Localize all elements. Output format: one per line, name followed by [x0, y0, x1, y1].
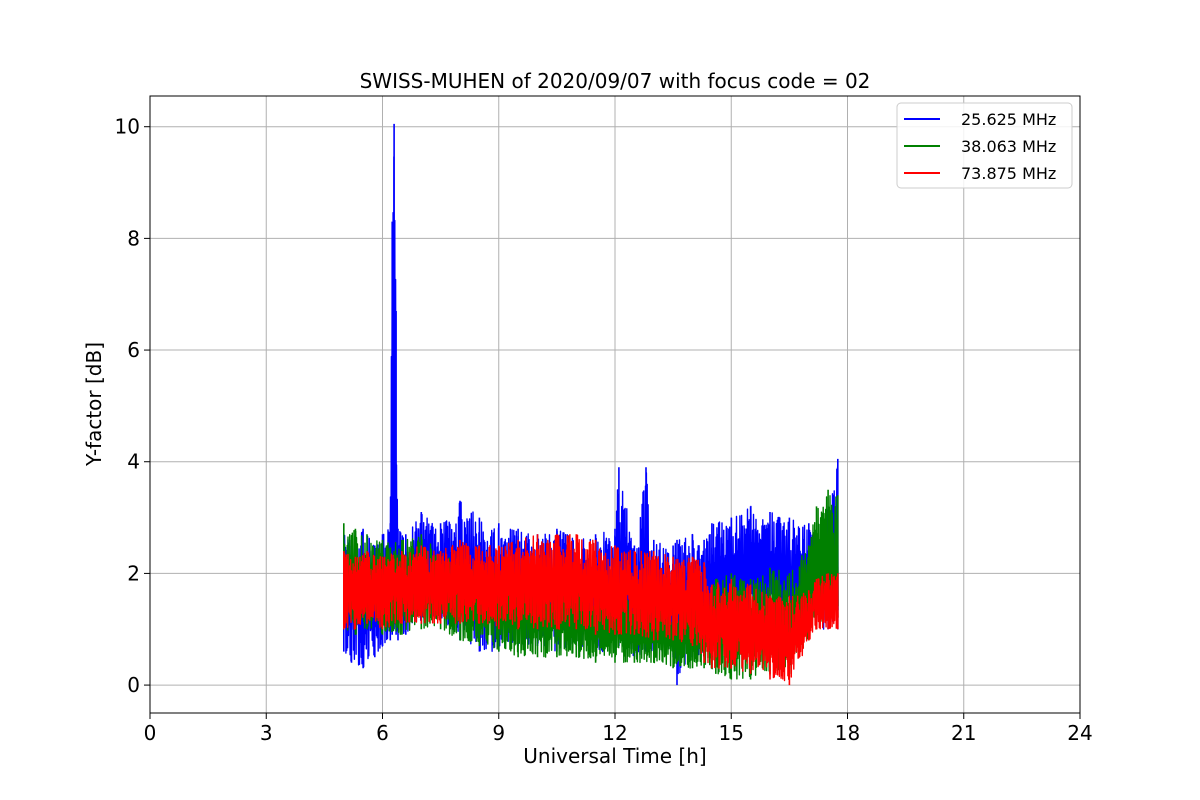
- y-tick-label: 10: [115, 115, 140, 139]
- y-tick-label: 6: [127, 338, 140, 362]
- x-tick-label: 21: [951, 721, 976, 745]
- x-tick-label: 15: [719, 721, 744, 745]
- chart-title: SWISS-MUHEN of 2020/09/07 with focus cod…: [360, 69, 871, 93]
- x-tick-label: 9: [492, 721, 505, 745]
- x-tick-label: 0: [144, 721, 157, 745]
- series-73-875-mhz-line: [343, 534, 839, 682]
- legend-label: 25.625 MHz: [961, 110, 1056, 129]
- series-layer: [343, 123, 839, 686]
- legend: 25.625 MHz 38.063 MHz 73.875 MHz: [896, 102, 1073, 189]
- x-tick-label: 18: [835, 721, 860, 745]
- y-tick-label: 8: [127, 226, 140, 250]
- y-axis-label: Y-factor [dB]: [82, 342, 106, 467]
- x-axis: 0 3 6 9 12 15 18 21 24: [144, 713, 1093, 745]
- y-tick-label: 4: [127, 450, 140, 474]
- series-73-875-mhz-envelope: [343, 534, 839, 686]
- y-axis: 0 2 4 6 8 10: [115, 115, 150, 697]
- x-tick-label: 3: [260, 721, 273, 745]
- x-axis-label: Universal Time [h]: [523, 744, 706, 768]
- y-tick-label: 0: [127, 673, 140, 697]
- legend-label: 38.063 MHz: [961, 137, 1056, 156]
- x-tick-label: 6: [376, 721, 389, 745]
- legend-label: 73.875 MHz: [961, 164, 1056, 183]
- x-tick-label: 24: [1067, 721, 1092, 745]
- x-tick-label: 12: [602, 721, 627, 745]
- y-tick-label: 2: [127, 561, 140, 585]
- legend-box: [896, 102, 1073, 189]
